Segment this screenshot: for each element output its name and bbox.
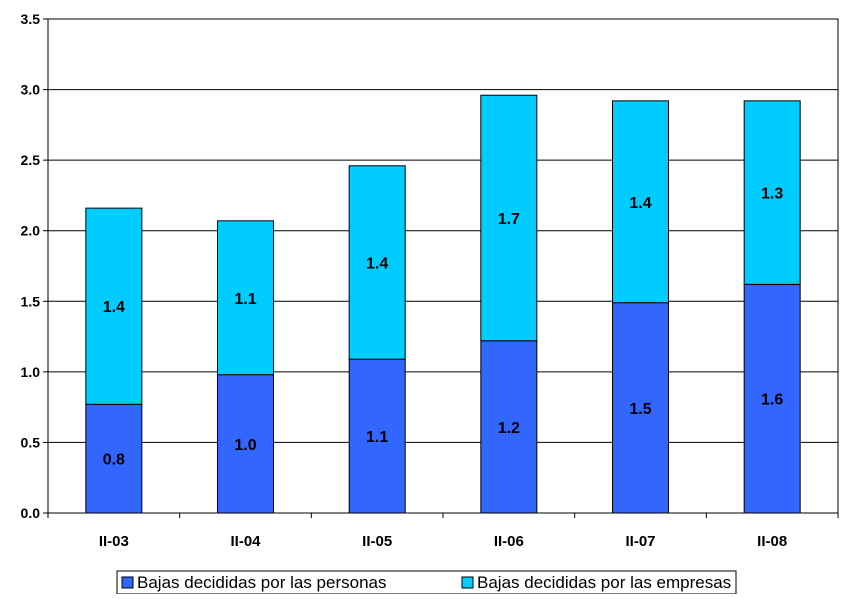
- legend-swatch: [461, 576, 474, 589]
- x-tick-label: II-08: [757, 533, 787, 550]
- bar-segment: [85, 403, 143, 514]
- bars: [85, 94, 801, 514]
- bar-data-label: 1.4: [366, 255, 388, 272]
- bar-data-label: 1.5: [629, 401, 651, 418]
- bar-data-label: 1.7: [498, 211, 520, 228]
- legend: Bajas decididas por las personas Bajas de…: [116, 570, 737, 595]
- bar-data-label: 1.6: [761, 392, 783, 409]
- y-tick-label: 2.5: [21, 152, 41, 168]
- y-tick-label: 1.0: [21, 364, 41, 380]
- x-tick-label: II-06: [494, 533, 524, 550]
- bar-data-label: 1.0: [234, 437, 256, 454]
- x-tick-label: II-07: [625, 533, 655, 550]
- bar-segment: [85, 207, 143, 405]
- bar-data-label: 1.4: [103, 299, 125, 316]
- bar-data-label: 1.4: [629, 195, 651, 212]
- gridlines: [48, 89, 838, 443]
- axes: 0.0 0.5 1.0 1.5 2.0 2.5 3.0 3.5 II-03 II-04 II-05 I…: [21, 11, 839, 550]
- y-tick-label: 0.0: [21, 505, 41, 521]
- x-tick-label: II-05: [362, 533, 392, 550]
- y-tick-label: 2.0: [21, 223, 41, 239]
- bar-segment: [348, 358, 406, 514]
- bar-data-label: 1.2: [498, 420, 520, 437]
- bar-segment: [612, 100, 669, 304]
- bar-segment: [480, 340, 538, 514]
- plot-area-frame: [47, 18, 839, 514]
- bar-data-label: 1.3: [761, 186, 783, 203]
- x-tick-label: II-03: [99, 533, 129, 550]
- bar-segment: [217, 220, 274, 376]
- bar-data-label: 0.8: [103, 452, 125, 469]
- data-labels: 0.8 1.4 1.0 1.1 1.1 1.4 1.2 1.7 1.5 1.4 1.6 1.3: [103, 186, 784, 469]
- y-tick-label: 3.5: [21, 11, 41, 27]
- y-tick-label: 3.0: [21, 82, 41, 98]
- bar-segment: [612, 302, 669, 514]
- bar-segment: [480, 94, 538, 342]
- y-tick-label: 1.5: [21, 293, 41, 309]
- y-tick-label: 0.5: [21, 434, 41, 450]
- legend-label: Bajas decididas por las personas: [137, 573, 386, 592]
- legend-label: Bajas decididas por las empresas: [477, 573, 731, 592]
- legend-swatch: [121, 576, 134, 589]
- bar-segment: [348, 165, 406, 360]
- x-tick-label: II-04: [230, 533, 261, 550]
- bar-data-label: 1.1: [366, 429, 388, 446]
- bar-segment: [743, 100, 801, 285]
- bar-data-label: 1.1: [234, 291, 256, 308]
